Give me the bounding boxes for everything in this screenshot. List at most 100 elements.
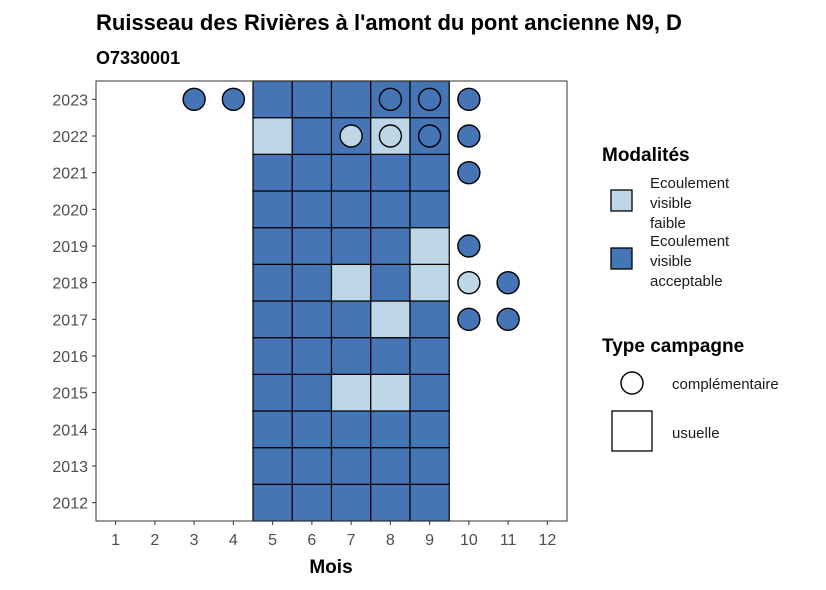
- tile-2012-5: [252, 483, 293, 522]
- tile-2019-5: [252, 227, 293, 265]
- tile-2017-7: [330, 300, 372, 339]
- point-2023-4: [221, 87, 246, 112]
- point-2018-10: [457, 270, 481, 295]
- y-tick-label: 2021: [52, 166, 88, 183]
- x-tick-label: 8: [386, 532, 395, 549]
- tile-2012-6: [291, 483, 333, 522]
- x-tick-label: 3: [190, 532, 199, 549]
- tile-2020-6: [291, 190, 333, 229]
- point-2022-7: [339, 124, 363, 148]
- x-tick-label: 2: [150, 532, 159, 549]
- tile-2023-7: [330, 80, 372, 119]
- legend: Modalités Ecoulement visible faibleEcouleme…: [602, 145, 779, 452]
- point-2021-10: [457, 160, 481, 185]
- tile-2020-8: [370, 190, 411, 229]
- tile-2022-6: [291, 117, 333, 155]
- x-tick-label: 6: [307, 532, 316, 549]
- x-axis-title: Mois: [309, 557, 352, 578]
- point-2018-11: [496, 270, 520, 295]
- legend-key-acceptable: [610, 247, 633, 270]
- y-tick-label: 2015: [52, 386, 88, 403]
- tile-2020-9: [409, 190, 450, 229]
- tile-2015-8: [370, 373, 411, 412]
- tile-2023-5: [252, 80, 293, 119]
- tile-2018-6: [291, 263, 333, 302]
- point-2017-11: [496, 307, 520, 332]
- x-tick-label: 9: [425, 532, 434, 549]
- y-tick-label: 2020: [52, 202, 88, 219]
- x-tick-label: 5: [268, 532, 277, 549]
- legend-label-complementaire: complémentaire: [672, 376, 779, 393]
- tile-2016-8: [370, 337, 411, 375]
- tile-2015-6: [291, 373, 333, 412]
- tile-2017-6: [291, 300, 333, 339]
- tile-2019-6: [291, 227, 333, 265]
- tile-2018-5: [252, 263, 293, 302]
- legend-key-usuelle: [611, 410, 653, 452]
- tile-2019-7: [330, 227, 372, 265]
- tile-2020-5: [252, 190, 293, 229]
- tile-2016-6: [291, 337, 333, 375]
- tile-2013-9: [409, 447, 450, 485]
- tile-2014-6: [291, 410, 333, 449]
- legend-modalites-title: Modalités: [602, 145, 690, 166]
- point-2023-10: [457, 87, 481, 112]
- tile-2013-8: [370, 447, 411, 485]
- plot-area: [96, 80, 567, 522]
- tile-2018-8: [370, 263, 411, 302]
- tile-2012-9: [409, 483, 450, 522]
- y-tick-label: 2022: [52, 129, 88, 146]
- chart-title: Ruisseau des Rivières à l'amont du pont …: [96, 10, 682, 35]
- tile-2014-5: [252, 410, 293, 449]
- y-tick-label: 2012: [52, 496, 88, 513]
- legend-label-acceptable: Ecoulement visible acceptable: [650, 233, 730, 290]
- point-2022-8: [378, 124, 403, 148]
- x-tick-label: 7: [347, 532, 356, 549]
- y-tick-label: 2016: [52, 349, 88, 366]
- tile-2014-9: [409, 410, 450, 449]
- axes: 1 2 3 4 5 6 7 8 9 10 11 122012201320142015201620172…: [52, 80, 568, 549]
- legend-key-faible: [610, 189, 633, 212]
- tile-2018-9: [409, 263, 450, 302]
- legend-label-usuelle: usuelle: [672, 425, 720, 442]
- legend-key-complementaire: [620, 371, 644, 395]
- tile-2013-6: [291, 447, 333, 485]
- tile-2016-9: [409, 337, 450, 375]
- legend-campagne-title: Type campagne: [602, 336, 744, 357]
- tile-2014-8: [370, 410, 411, 449]
- point-2023-8: [378, 87, 403, 112]
- point-2023-9: [417, 87, 442, 112]
- tile-2023-6: [291, 80, 333, 119]
- point-2022-10: [457, 124, 481, 148]
- y-tick-label: 2014: [52, 422, 88, 439]
- legend-label-faible: Ecoulement visible faible: [650, 175, 730, 232]
- tile-2013-5: [252, 447, 293, 485]
- point-2019-10: [457, 234, 481, 258]
- tile-2022-5: [252, 117, 293, 155]
- tile-2015-9: [409, 373, 450, 412]
- tile-2014-7: [330, 410, 372, 449]
- y-tick-label: 2018: [52, 276, 88, 293]
- tile-2021-5: [252, 153, 293, 192]
- tile-2012-7: [330, 483, 372, 522]
- tile-2021-6: [291, 153, 333, 192]
- tile-2019-8: [370, 227, 411, 265]
- tile-2021-9: [409, 153, 450, 192]
- tile-2015-5: [252, 373, 293, 412]
- tile-2017-9: [409, 300, 450, 339]
- tile-2017-8: [370, 300, 411, 339]
- x-tick-label: 4: [229, 532, 238, 549]
- plot-border: [95, 80, 568, 522]
- y-tick-label: 2023: [52, 92, 88, 109]
- tile-2015-7: [330, 373, 372, 412]
- tile-2021-7: [330, 153, 372, 192]
- tile-2019-9: [409, 227, 450, 265]
- tile-2021-8: [370, 153, 411, 192]
- x-tick-label: 11: [500, 532, 517, 549]
- tile-2013-7: [330, 447, 372, 485]
- point-2023-3: [182, 87, 206, 112]
- x-tick-label: 1: [111, 532, 120, 549]
- tile-2020-7: [330, 190, 372, 229]
- y-tick-label: 2019: [52, 239, 88, 256]
